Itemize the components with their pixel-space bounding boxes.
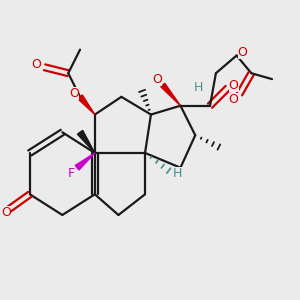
Text: O: O [238,46,248,59]
Polygon shape [77,130,95,153]
Text: O: O [69,87,79,101]
Polygon shape [161,83,181,106]
Text: H: H [173,167,182,180]
Text: H: H [194,82,203,94]
Text: O: O [229,79,238,92]
Text: O: O [229,93,238,106]
Text: F: F [68,167,75,180]
Text: O: O [1,206,11,218]
Text: O: O [152,73,162,85]
Polygon shape [78,95,95,115]
Text: O: O [31,58,41,71]
Polygon shape [75,153,95,170]
